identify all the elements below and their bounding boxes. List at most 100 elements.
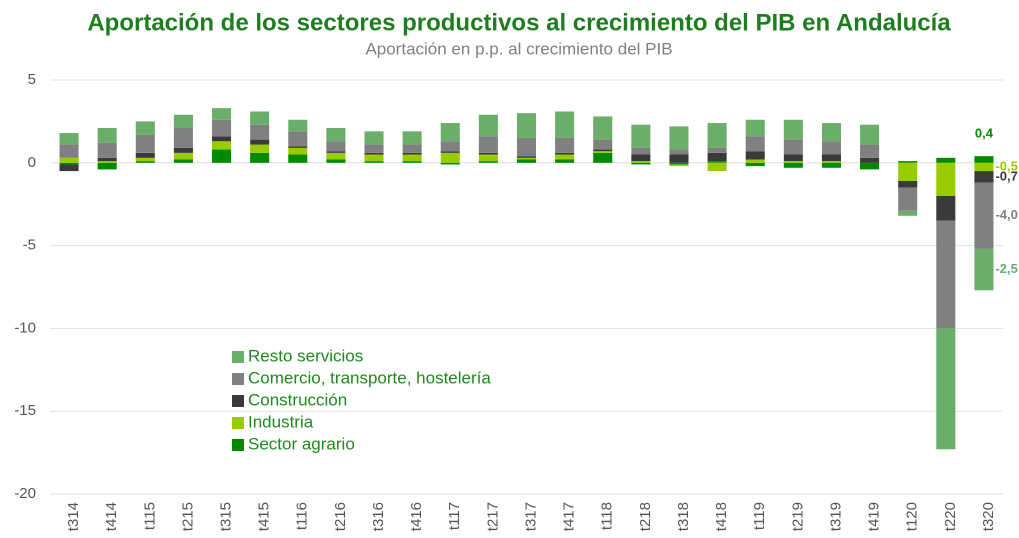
- bar-segment: [974, 171, 994, 183]
- bar-segment: [440, 151, 460, 153]
- y-tick-label: -15: [14, 402, 36, 419]
- bar-segment: [745, 162, 765, 167]
- x-tick-label: t116: [294, 502, 311, 530]
- bar-segment: [593, 139, 613, 150]
- legend-label: Resto servicios: [248, 346, 363, 365]
- bar-segment: [936, 157, 956, 163]
- x-tick-label: t120: [904, 502, 921, 531]
- legend-swatch: [232, 351, 244, 363]
- legend-label: Comercio, transporte, hostelería: [248, 368, 491, 387]
- legend-swatch: [232, 417, 244, 429]
- bar-segment: [898, 161, 918, 163]
- bar-segment: [440, 123, 460, 142]
- bar-segment: [364, 161, 384, 163]
- bar-segment: [59, 132, 79, 145]
- bar-segment: [555, 111, 575, 138]
- data-label: -0,5: [995, 158, 1017, 173]
- bar-segment: [364, 131, 384, 145]
- data-label: -0,7: [995, 168, 1017, 183]
- x-tick-label: t119: [751, 502, 768, 530]
- bar-segment: [402, 154, 422, 162]
- bar-segment: [669, 149, 689, 155]
- y-tick-label: -10: [14, 319, 36, 336]
- bar-segment: [212, 119, 232, 137]
- bar-segment: [326, 151, 346, 153]
- bar-segment: [516, 159, 537, 163]
- y-tick-label: -5: [23, 237, 36, 254]
- bar-segment: [860, 162, 880, 170]
- bar-segment: [59, 162, 79, 165]
- legend-swatch: [232, 395, 244, 407]
- bar-segment: [821, 161, 841, 163]
- bar-segment: [212, 141, 232, 150]
- bar-segment: [250, 124, 270, 140]
- bar-segment: [478, 136, 498, 153]
- bar-segment: [936, 162, 956, 196]
- bar-segment: [326, 128, 346, 142]
- bar-segment: [593, 151, 613, 153]
- bar-segment: [555, 159, 575, 163]
- bar-segment: [936, 220, 956, 329]
- bar-segment: [59, 164, 79, 172]
- bar-segment: [212, 136, 232, 142]
- bar-segment: [326, 152, 346, 160]
- bar-segment: [631, 161, 651, 163]
- bar-segment: [745, 119, 765, 137]
- bar-segment: [326, 141, 346, 152]
- bar-segment: [135, 152, 155, 158]
- bar-segment: [860, 157, 880, 163]
- y-tick-label: 5: [28, 71, 36, 88]
- y-tick-label: -20: [14, 485, 36, 502]
- bar-segment: [707, 162, 727, 172]
- bar-segment: [173, 152, 193, 160]
- y-tick-label: 0: [28, 154, 36, 171]
- x-tick-label: t115: [141, 502, 158, 530]
- bar-segment: [288, 154, 308, 163]
- x-tick-label: t316: [370, 502, 387, 531]
- bar-segment: [478, 154, 498, 162]
- x-tick-label: t220: [942, 502, 959, 531]
- bar-segment: [97, 161, 117, 163]
- x-tick-label: t320: [980, 502, 997, 531]
- bar-segment: [898, 181, 918, 188]
- bar-segment: [898, 162, 918, 182]
- bar-segment: [974, 162, 994, 172]
- bar-segment: [593, 116, 613, 140]
- x-tick-label: t318: [675, 502, 692, 531]
- x-tick-label: t216: [332, 502, 349, 531]
- bar-segment: [402, 144, 422, 153]
- bar-segment: [669, 164, 689, 167]
- x-tick-label: t218: [637, 502, 654, 531]
- bar-segment: [783, 161, 803, 163]
- bar-segment: [440, 162, 460, 165]
- chart-title: Aportación de los sectores productivos a…: [87, 9, 951, 36]
- bar-segment: [936, 328, 956, 450]
- x-tick-label: t317: [522, 502, 539, 531]
- bar-segment: [173, 128, 193, 148]
- legend-swatch: [232, 439, 244, 451]
- bar-segment: [516, 137, 537, 157]
- bar-segment: [440, 141, 460, 152]
- bar-segment: [97, 157, 117, 162]
- bar-segment: [59, 157, 79, 163]
- x-tick-label: t314: [65, 502, 82, 531]
- bar-segment: [250, 139, 270, 145]
- legend-label: Sector agrario: [248, 434, 355, 453]
- bar-segment: [402, 161, 422, 163]
- bar-segment: [364, 144, 384, 153]
- bar-segment: [97, 162, 117, 170]
- bar-segment: [135, 157, 155, 162]
- legend-label: Construcción: [248, 390, 347, 409]
- bar-segment: [593, 149, 613, 152]
- data-label: -2,5: [995, 261, 1017, 276]
- bar-segment: [288, 119, 308, 132]
- x-tick-label: t418: [713, 502, 730, 531]
- bar-segment: [669, 162, 689, 165]
- x-tick-label: t215: [179, 502, 196, 531]
- legend-label: Industria: [248, 412, 314, 431]
- x-tick-label: t315: [218, 502, 235, 531]
- bar-segment: [631, 162, 651, 165]
- bar-segment: [402, 131, 422, 145]
- bar-segment: [707, 161, 727, 163]
- bar-segment: [440, 152, 460, 163]
